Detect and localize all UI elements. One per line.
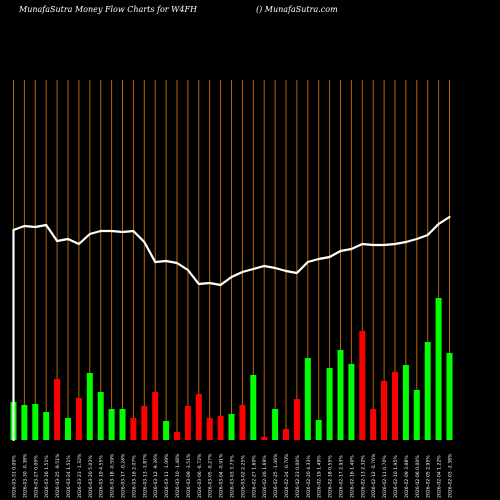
money-flow-bar: [435, 298, 442, 440]
x-axis-label: 2026-03-31 0.00%: [12, 455, 18, 498]
x-axis-label: 2026-03-27 0.00%: [33, 455, 39, 498]
money-flow-bar: [119, 409, 126, 440]
money-flow-bar: [293, 399, 300, 440]
x-axis-label: 2026-03-05 -0.27%: [208, 453, 214, 498]
x-axis-label: 2026-02-26 1.69%: [262, 455, 268, 498]
x-axis-label: 2026-02-19 1.49%: [317, 455, 323, 498]
x-axis-label: 2026-02-04 1.22%: [437, 455, 443, 498]
money-flow-bar: [174, 432, 180, 440]
money-flow-bar: [359, 331, 366, 440]
money-flow-bar: [32, 404, 39, 440]
x-axis-label: 2026-02-11 0.70%: [382, 455, 388, 498]
money-flow-bar: [21, 405, 28, 440]
x-axis-label: 2026-02-06 0.00%: [415, 455, 421, 498]
money-flow-bar: [402, 365, 409, 440]
x-axis-labels: 2026-03-31 0.00% 2026-03-30 -0.38% 2026-03…: [12, 453, 454, 498]
money-flow-bar: [86, 373, 93, 440]
money-flow-bar: [348, 364, 355, 440]
money-flow-bar: [315, 420, 322, 440]
money-flow-bar: [304, 358, 311, 440]
x-axis-label: 2026-03-02 2.25%: [240, 455, 246, 498]
money-flow-bar: [424, 342, 431, 440]
x-axis-label: 2026-02-10 1.95%: [393, 455, 399, 498]
money-flow-bar: [43, 412, 50, 440]
x-axis-label: 2026-02-25 -1.46%: [273, 453, 279, 498]
money-flow-bar: [195, 394, 202, 440]
chart-header-site: () MunafaSutra.com: [256, 5, 338, 14]
money-flow-bar: [446, 353, 453, 440]
x-axis-label: 2026-03-19 4.55%: [99, 455, 105, 498]
x-axis-label: 2026-03-16 2.07%: [131, 455, 137, 498]
x-axis-label: 2026-03-17 -0.24%: [121, 453, 127, 498]
x-axis-label: 2026-03-11 -1.09%: [164, 453, 170, 498]
money-flow-bar: [163, 421, 170, 440]
x-axis-label: 2026-03-10 -1.48%: [175, 453, 181, 498]
x-axis-label: 2026-03-26 1.51%: [44, 455, 50, 498]
x-axis-label: 2026-02-18 0.55%: [328, 455, 334, 498]
x-axis-label: 2026-03-12 -9.36%: [153, 453, 159, 498]
money-flow-bar: [97, 392, 104, 440]
x-axis-label: 2026-02-13 2.32%: [360, 455, 366, 498]
x-axis-label: 2026-02-16 1.40%: [349, 455, 355, 498]
money-flow-bar: [239, 405, 246, 440]
money-flow-bars: [10, 298, 453, 440]
money-flow-bar: [228, 414, 235, 440]
money-flow-bar: [206, 418, 213, 440]
x-axis-label: 2026-03-09 -3.51%: [186, 453, 192, 498]
money-flow-bar: [75, 398, 82, 440]
money-flow-bar: [261, 437, 268, 440]
money-flow-bar: [326, 368, 333, 440]
money-flow-bar: [370, 409, 377, 440]
x-axis-label: 2026-02-03 -2.38%: [448, 453, 454, 498]
x-axis-label: 2026-03-04 -0.91%: [219, 453, 225, 498]
money-flow-bar: [54, 379, 61, 440]
money-flow-bar: [250, 375, 257, 440]
money-flow-bar: [130, 418, 137, 440]
money-flow-bar: [381, 381, 388, 440]
x-axis-label: 2026-02-17 2.93%: [339, 455, 345, 498]
x-axis-label: 2026-02-12 -0.76%: [371, 453, 377, 498]
money-flow-bar: [337, 350, 344, 440]
x-axis-label: 2026-03-20 5.03%: [88, 455, 94, 498]
money-flow-bar: [413, 390, 420, 440]
money-flow-bar: [152, 392, 159, 440]
money-flow-bar: [392, 372, 398, 440]
x-axis-label: 2026-02-27 1.60%: [251, 455, 257, 498]
money-flow-bar: [184, 406, 191, 440]
x-axis-label: 2026-03-03 3.73%: [230, 455, 236, 498]
x-axis-label: 2026-02-24 -0.70%: [284, 453, 290, 498]
money-flow-bar: [108, 409, 115, 440]
x-axis-label: 2026-02-09 3.08%: [404, 455, 410, 498]
x-axis-label: 2026-02-23 0.00%: [295, 455, 301, 498]
x-axis-label: 2026-03-25 -9.51%: [55, 453, 61, 498]
x-axis-label: 2026-03-24 1.51%: [66, 455, 72, 498]
money-flow-bar: [141, 406, 148, 440]
money-flow-bar: [272, 409, 279, 440]
grid-lines: [13, 80, 450, 440]
x-axis-label: 2026-03-18 -0.59%: [110, 453, 116, 498]
money-flow-bar: [217, 416, 224, 440]
x-axis-label: 2026-03-13 -3.87%: [142, 453, 148, 498]
money-flow-bar: [65, 418, 71, 440]
money-flow-bar: [283, 429, 289, 440]
chart-header-title: MunafaSutra Money Flow Charts for W4FH: [19, 5, 197, 14]
x-axis-label: 2026-03-23 -1.32%: [77, 453, 83, 498]
x-axis-label: 2026-03-30 -0.38%: [22, 453, 28, 498]
x-axis-label: 2026-02-05 2.95%: [426, 455, 432, 498]
price-line: [12, 215, 451, 442]
x-axis-label: 2026-02-20 4.33%: [306, 455, 312, 498]
x-axis-label: 2026-03-06 -6.72%: [197, 453, 203, 498]
